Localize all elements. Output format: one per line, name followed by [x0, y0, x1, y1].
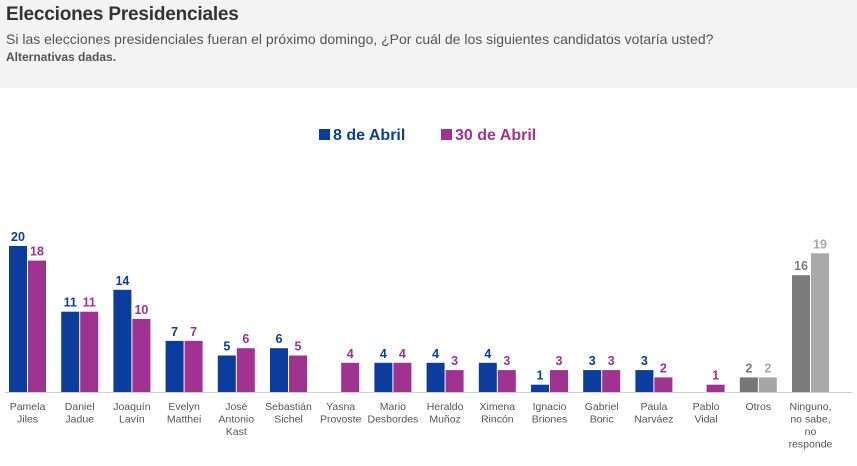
chart-legend: 8 de Abril 30 de Abril [319, 127, 536, 144]
question-text: Si las elecciones presidenciales fueran … [6, 31, 714, 47]
bar-series1-14 [739, 377, 758, 392]
data-label-series1-2: 14 [115, 274, 129, 288]
data-label-series1-8: 4 [432, 347, 439, 361]
data-label-series2-12: 2 [660, 361, 667, 375]
data-label-series1-15: 16 [794, 259, 808, 273]
x-tick-label: Gabriel Boric [585, 401, 619, 426]
data-label-series1-3: 7 [171, 325, 178, 339]
bar-series1-11 [583, 370, 602, 392]
x-tick-label: Pamela Jiles [10, 401, 46, 426]
bar-series1-10 [531, 384, 549, 392]
legend-label-2: 30 de Abril [455, 127, 536, 144]
bar-series2-12 [654, 377, 673, 392]
data-label-series1-1: 11 [64, 296, 77, 310]
x-tick-label: Evelyn Matthei [167, 401, 201, 426]
bar-series2-10 [550, 370, 568, 392]
bar-series2-3 [184, 340, 203, 392]
x-tick-label: Ninguno, no sabe, no responde [789, 401, 833, 451]
data-label-series2-9: 3 [503, 354, 510, 368]
bar-series2-4 [236, 348, 255, 392]
bar-series2-8 [445, 370, 464, 392]
data-label-series2-4: 6 [242, 332, 249, 346]
bar-series1-15 [792, 275, 810, 392]
bar-series1-5 [270, 348, 288, 392]
bar-series1-3 [165, 340, 184, 392]
bar-series1-2 [113, 289, 132, 392]
data-label-series2-8: 3 [451, 354, 458, 368]
data-label-series2-7: 4 [399, 347, 406, 361]
bar-series1-8 [426, 362, 445, 392]
data-label-series1-14: 2 [745, 361, 752, 375]
data-label-series2-14: 2 [764, 361, 771, 375]
x-tick-label: Ignacio Briones [532, 401, 568, 426]
x-tick-label: Ximena Rincón [479, 401, 515, 426]
data-label-series1-10: 1 [537, 369, 544, 383]
bar-series1-7 [374, 362, 393, 392]
bar-series2-7 [393, 362, 412, 392]
x-tick-label: Paula Narváez [634, 401, 673, 426]
data-label-series2-13: 1 [712, 369, 719, 383]
data-label-series2-15: 19 [813, 237, 827, 251]
question-note: Alternativas dadas. [6, 50, 117, 64]
bar-series2-2 [132, 319, 151, 392]
x-tick-label: Heraldo Muñoz [427, 401, 464, 426]
data-label-series2-6: 4 [347, 347, 354, 361]
x-tick-label: Pablo Vidal [693, 401, 720, 426]
data-label-series1-11: 3 [589, 354, 596, 368]
data-label-series2-1: 11 [83, 296, 96, 310]
data-label-series2-2: 10 [134, 303, 148, 317]
data-label-series2-5: 5 [295, 340, 302, 354]
bar-series2-6 [341, 362, 360, 392]
x-tick-label: Mario Desbordes [368, 401, 419, 426]
bar-series2-14 [758, 377, 777, 392]
bar-series1-4 [217, 355, 236, 392]
x-tick-label: Sebastián Sichel [265, 401, 312, 426]
bar-series2-9 [497, 370, 516, 392]
x-tick-label: Otros [745, 401, 771, 413]
data-label-series2-10: 3 [556, 354, 563, 368]
legend-swatch-2 [441, 129, 452, 140]
data-label-series2-3: 7 [190, 325, 197, 339]
bar-series2-0 [28, 260, 46, 392]
data-label-series1-9: 4 [484, 347, 491, 361]
data-label-series1-7: 4 [380, 347, 387, 361]
page-title: Elecciones Presidenciales [6, 4, 239, 25]
bar-series2-5 [289, 355, 307, 392]
data-label-series1-4: 5 [223, 340, 230, 354]
header-panel: Elecciones Presidenciales Si las eleccio… [0, 0, 857, 88]
x-tick-label: Joaquín Lavín [113, 401, 151, 426]
bar-series1-12 [635, 370, 654, 392]
bar-series2-15 [811, 253, 829, 392]
bar-series2-13 [706, 384, 725, 392]
bar-series1-0 [9, 246, 27, 392]
bar-series2-1 [80, 311, 99, 392]
data-label-series2-0: 18 [30, 245, 44, 259]
x-tick-label: Yasna Provoste [320, 401, 362, 426]
data-label-series2-11: 3 [608, 354, 615, 368]
data-label-series1-5: 6 [276, 332, 283, 346]
data-label-series1-0: 20 [11, 230, 25, 244]
bar-series2-11 [602, 370, 621, 392]
bar-series1-1 [61, 311, 80, 392]
x-tick-label: José Antonio Kast [218, 401, 254, 438]
legend-swatch-1 [319, 129, 330, 140]
x-tick-label: Daniel Jadue [65, 401, 95, 426]
legend-label-1: 8 de Abril [333, 127, 405, 144]
bar-series1-9 [478, 362, 497, 392]
data-label-series1-12: 3 [641, 354, 648, 368]
x-axis-labels: Pamela Jiles Daniel Jadue Joaquín Lavín Evelyn… [10, 401, 833, 451]
